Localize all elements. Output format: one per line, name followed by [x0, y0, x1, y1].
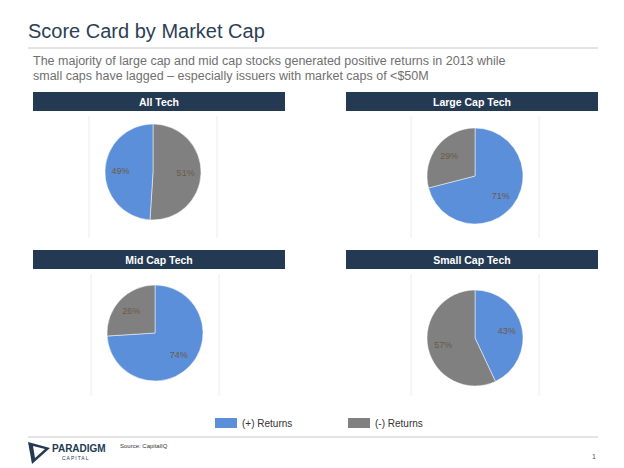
pie-panel: All Tech 51% 49% [33, 92, 285, 238]
footer-rule [28, 437, 598, 438]
panel-header [346, 92, 598, 111]
legend-label: (+) Returns [242, 418, 292, 429]
pie-panel: Large Cap Tech 71% 29% [346, 92, 598, 238]
subtitle: small caps have lagged – especially issu… [33, 69, 429, 83]
panel-frame [539, 274, 540, 396]
legend: (+) Returns (-) Returns [215, 418, 423, 429]
page-number: 1 [592, 453, 596, 460]
pie: 71% 29% [427, 128, 523, 224]
data-label: 51% [177, 168, 195, 178]
legend-swatch [348, 418, 370, 428]
slide: Score Card by Market Cap The majority of … [0, 0, 624, 468]
pie-panel: Mid Cap Tech 74% 26% [33, 250, 285, 396]
panel-frame [219, 274, 220, 396]
panel-title: Large Cap Tech [433, 96, 511, 108]
panel-frame [539, 116, 540, 238]
panel-header [33, 92, 285, 111]
pie-slice [150, 124, 201, 220]
data-label: 57% [434, 340, 452, 350]
data-label: 26% [122, 306, 140, 316]
data-label: 43% [498, 326, 516, 336]
panel-frame [411, 274, 412, 396]
panel-frame [217, 116, 218, 238]
legend-swatch [215, 418, 237, 428]
pie: 74% 26% [107, 285, 203, 381]
legend-label: (-) Returns [375, 418, 423, 429]
title-rule [28, 48, 598, 49]
panel-title: Small Cap Tech [433, 254, 510, 266]
panel-frame [91, 274, 92, 396]
data-label: 49% [111, 166, 129, 176]
data-label: 71% [492, 191, 510, 201]
logo-icon [28, 442, 50, 464]
pie-slice [107, 285, 203, 381]
title: Score Card by Market Cap [28, 20, 265, 42]
panel-frame [411, 116, 412, 238]
panel-frame [89, 116, 90, 238]
logo-text: PARADIGM [52, 443, 106, 454]
pie: 51% 49% [105, 124, 201, 220]
subtitle: The majority of large cap and mid cap st… [33, 54, 506, 68]
panel-title: All Tech [139, 96, 179, 108]
source: Source: CapitalIQ [120, 443, 168, 449]
pie-slice [107, 285, 155, 336]
pie-slice [427, 290, 495, 386]
data-label: 29% [440, 151, 458, 161]
pie: 43% 57% [427, 290, 523, 386]
panel-header [33, 250, 285, 269]
pie-slice [105, 124, 153, 220]
logo-icon-accent [33, 446, 45, 458]
panel-title: Mid Cap Tech [125, 254, 192, 266]
pie-slice [427, 128, 475, 188]
data-label: 74% [170, 350, 188, 360]
logo-subtext: CAPITAL [62, 455, 89, 461]
pie-panel: Small Cap Tech 43% 57% [346, 250, 598, 396]
panel-header [346, 250, 598, 269]
